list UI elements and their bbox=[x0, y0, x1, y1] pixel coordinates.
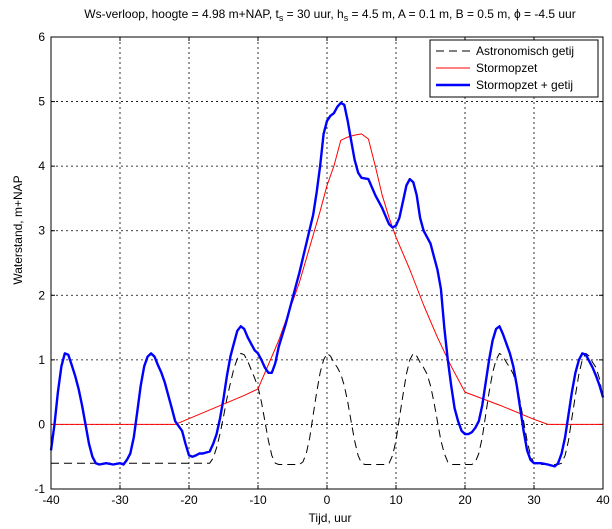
x-tick-label: 20 bbox=[458, 493, 472, 507]
legend-label: Stormopzet + getij bbox=[476, 78, 573, 92]
x-tick-label: -20 bbox=[180, 493, 198, 507]
y-tick-label: 1 bbox=[38, 353, 45, 367]
y-tick-label: -1 bbox=[34, 482, 45, 496]
y-tick-label: 3 bbox=[38, 224, 45, 238]
x-tick-label: 0 bbox=[324, 493, 331, 507]
legend-label: Astronomisch getij bbox=[476, 44, 574, 58]
x-tick-label: 40 bbox=[596, 493, 610, 507]
series-line-astronomisch-getij bbox=[51, 352, 604, 465]
x-tick-label: -30 bbox=[111, 493, 129, 507]
title-part-3: = 4.5 m, A = 0.1 m, B = 0.5 m, ϕ = -4.5 … bbox=[348, 7, 576, 21]
y-tick-label: 2 bbox=[38, 288, 45, 302]
legend-label: Stormopzet bbox=[476, 61, 538, 75]
x-tick-label: 30 bbox=[527, 493, 541, 507]
title-sub-1: s bbox=[279, 13, 284, 23]
x-axis-label: Tijd, uur bbox=[309, 511, 352, 525]
x-tick-label: -10 bbox=[249, 493, 267, 507]
axes-box bbox=[50, 36, 604, 490]
title-part-2: = 30 uur, h bbox=[283, 7, 343, 21]
title-sub-2: s bbox=[344, 13, 349, 23]
x-tick-label: -40 bbox=[42, 493, 60, 507]
y-axis-label: Waterstand, m+NAP bbox=[11, 175, 25, 284]
legend: Astronomisch getij Stormopzet Stormopzet +… bbox=[429, 39, 599, 98]
y-tick-label: 4 bbox=[38, 159, 45, 173]
x-tick-label: 10 bbox=[389, 493, 403, 507]
y-tick-label: 0 bbox=[38, 417, 45, 431]
y-tick-label: 6 bbox=[38, 30, 45, 44]
series-line-stormopzet-getij bbox=[49, 101, 605, 468]
chart-title: Ws-verloop, hoogte = 4.98 m+NAP, ts = 30… bbox=[84, 7, 575, 23]
y-tick-label: 5 bbox=[38, 95, 45, 109]
title-part-1: Ws-verloop, hoogte = 4.98 m+NAP, t bbox=[84, 7, 279, 21]
